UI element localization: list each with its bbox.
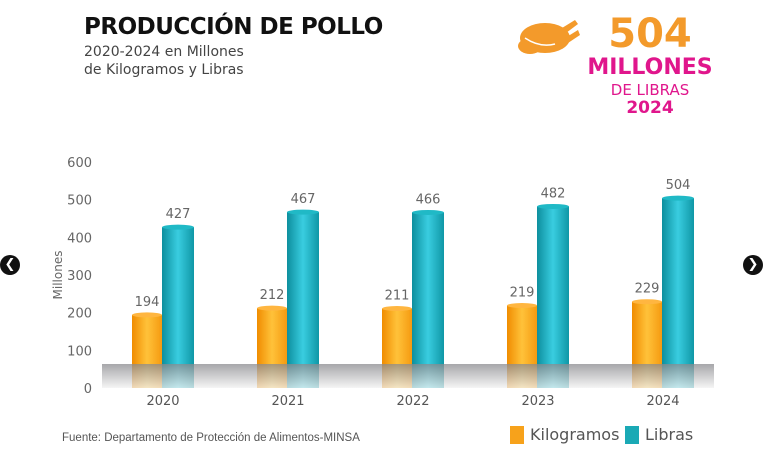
highlight-year: 2024: [626, 98, 674, 118]
highlight-value: 504: [608, 11, 692, 57]
next-button[interactable]: ❯: [743, 255, 763, 275]
data-label: 211: [385, 289, 410, 304]
legend-item-kilogramos: Kilogramos: [510, 425, 619, 444]
chevron-left-icon: ❮: [4, 257, 16, 272]
data-label: 194: [135, 295, 160, 310]
bar-libras: [412, 212, 444, 388]
bar-cap: [412, 209, 444, 215]
legend-label: Kilogramos: [530, 425, 620, 444]
bar-cap: [632, 299, 662, 305]
y-tick-label: 100: [67, 344, 92, 359]
y-tick-label: 400: [67, 231, 92, 246]
bar-cap: [662, 195, 694, 201]
data-label: 504: [666, 178, 691, 193]
bar-cap: [382, 306, 412, 312]
source-note: Fuente: Departamento de Protección de Al…: [62, 432, 360, 444]
data-label: 212: [260, 288, 285, 303]
y-axis-label: Millones: [51, 251, 65, 300]
legend-swatch: [625, 425, 639, 444]
y-tick-label: 300: [67, 269, 92, 284]
bar-libras: [287, 212, 319, 388]
data-label: 466: [416, 192, 441, 207]
legend-swatch: [510, 425, 524, 444]
bar-libras: [537, 206, 569, 388]
bar-cap: [507, 303, 537, 309]
bar-cap: [537, 203, 569, 209]
x-tick-label: 2020: [146, 394, 179, 409]
prev-button[interactable]: ❮: [0, 255, 20, 275]
subtitle-line-1: 2020-2024 en Millones: [84, 44, 244, 60]
highlight-unit: MILLONES: [587, 55, 713, 80]
chevron-right-icon: ❯: [747, 257, 759, 272]
x-tick-label: 2023: [521, 394, 554, 409]
data-label: 467: [291, 192, 316, 207]
data-label: 219: [510, 286, 535, 301]
x-tick-label: 2021: [271, 394, 304, 409]
bar-libras: [162, 227, 194, 388]
data-label: 482: [541, 186, 566, 201]
y-tick-label: 600: [67, 156, 92, 171]
bar-libras: [662, 198, 694, 388]
subtitle: 2020-2024 en Millones de Kilogramos y Li…: [84, 43, 244, 79]
y-tick-label: 500: [67, 194, 92, 209]
bar-cap: [257, 305, 287, 311]
roast-chicken-icon: [518, 20, 580, 54]
bar-cap: [162, 224, 194, 230]
y-tick-label: 0: [84, 382, 92, 397]
bar-cap: [132, 312, 162, 318]
data-label: 427: [166, 207, 191, 222]
floor-band: [102, 364, 714, 388]
y-tick-label: 200: [67, 307, 92, 322]
x-tick-label: 2024: [646, 394, 679, 409]
highlight-unit2: DE LIBRAS: [610, 81, 690, 99]
legend-label: Libras: [645, 425, 694, 444]
data-label: 229: [635, 282, 660, 297]
bar-cap: [287, 209, 319, 215]
x-tick-label: 2022: [396, 394, 429, 409]
page-title: PRODUCCIÓN DE POLLO: [84, 14, 383, 40]
legend-item-libras: Libras: [625, 425, 693, 444]
subtitle-line-2: de Kilogramos y Libras: [84, 62, 244, 78]
